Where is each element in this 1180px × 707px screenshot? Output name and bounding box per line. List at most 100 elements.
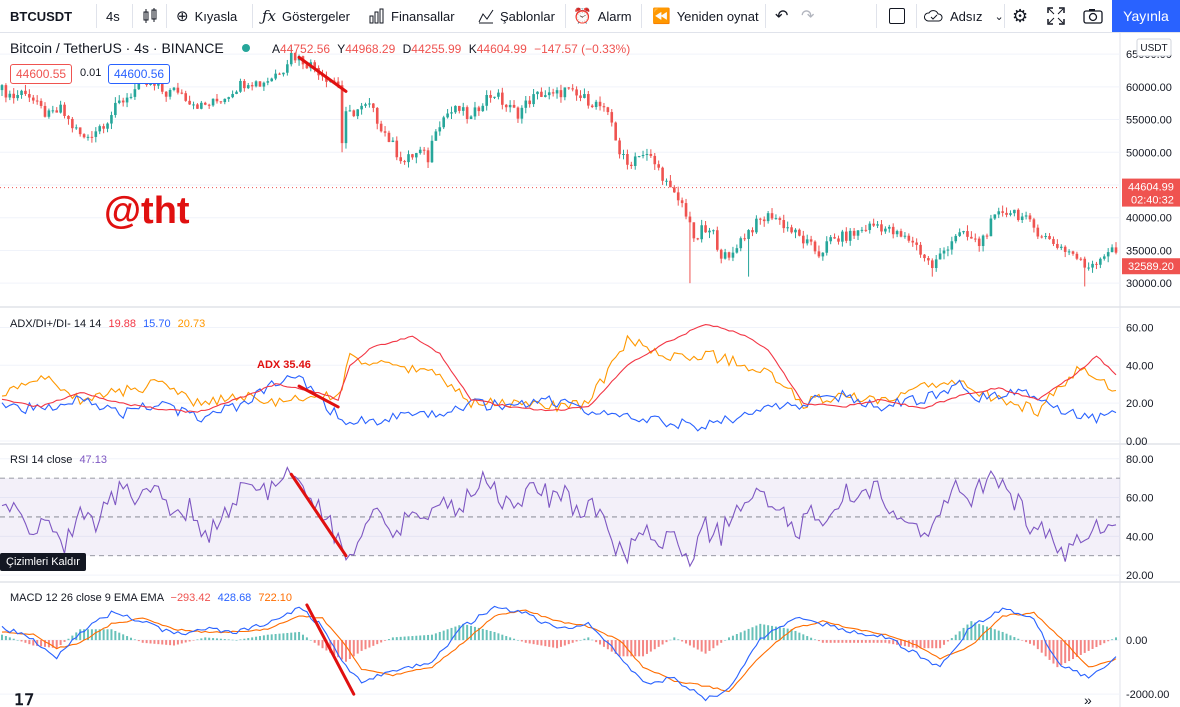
- axis-tick-label: 40.00: [1126, 531, 1154, 543]
- candle-style-button[interactable]: [142, 0, 158, 32]
- macd-histogram-bar: [567, 640, 570, 645]
- macd-histogram-bar: [559, 640, 562, 647]
- buy-price-badge[interactable]: 44600.56: [108, 64, 171, 84]
- fullscreen-layout-button[interactable]: [889, 0, 905, 32]
- candle-body: [211, 98, 215, 106]
- candle-body: [489, 95, 492, 98]
- macd-histogram-bar: [223, 639, 226, 641]
- macd-histogram-bar: [477, 627, 480, 641]
- price-axis[interactable]: 65000.0060000.0055000.0050000.0045000.00…: [1122, 49, 1180, 701]
- macd-histogram-bar: [1, 634, 3, 641]
- scroll-right-icon[interactable]: »: [1084, 692, 1092, 707]
- candle-body: [1044, 235, 1047, 237]
- candle-body: [645, 153, 649, 156]
- macd-histogram-bar: [520, 640, 523, 642]
- macd-histogram-bar: [966, 624, 969, 641]
- candle-body: [641, 155, 645, 157]
- tradingview-logo-icon[interactable]: 𝟣𝟩: [14, 692, 34, 707]
- candle-body: [723, 252, 727, 259]
- macd-histogram-bar: [1036, 640, 1039, 650]
- macd-histogram-bar: [1095, 640, 1098, 648]
- candle-body: [934, 259, 938, 269]
- alert-button[interactable]: ⏰ Alarm: [573, 0, 632, 32]
- candle-body: [598, 101, 602, 107]
- candle-body: [1020, 216, 1024, 220]
- macd-histogram-bar: [434, 633, 437, 641]
- candle-body: [766, 213, 770, 222]
- macd-histogram-bar: [458, 625, 461, 641]
- macd-histogram-bar: [544, 640, 547, 647]
- candle-body: [954, 235, 958, 242]
- candle-body: [669, 180, 672, 188]
- templates-button[interactable]: Şablonlar: [478, 0, 555, 32]
- chart-area[interactable]: 65000.0060000.0055000.0050000.0045000.00…: [0, 33, 1180, 707]
- macd-histogram-bar: [403, 636, 406, 641]
- remove-drawings-tooltip[interactable]: Çizimleri Kaldır: [0, 553, 86, 571]
- close-value: 44604.99: [477, 42, 527, 56]
- fullscreen-button[interactable]: [1047, 0, 1065, 32]
- candle-body: [563, 87, 567, 98]
- series-layer: [0, 47, 1120, 702]
- candle-body: [649, 153, 653, 156]
- currency-badge[interactable]: [1136, 38, 1172, 57]
- macd-histogram-bar: [106, 629, 109, 641]
- macd-histogram-bar: [810, 637, 813, 641]
- adx-line: [1, 324, 1117, 413]
- macd-histogram-bar: [982, 625, 985, 641]
- settings-button[interactable]: ⚙: [1012, 0, 1028, 32]
- candle-body: [497, 92, 500, 97]
- candle-body: [981, 235, 985, 247]
- price-trend-line: [297, 55, 348, 93]
- sell-price-badge[interactable]: 44600.55: [10, 64, 73, 84]
- candle-body: [876, 224, 879, 226]
- macd-histogram-bar: [962, 627, 965, 641]
- candle-body: [833, 237, 836, 239]
- annotation-layer: [289, 55, 356, 696]
- replay-button[interactable]: ⏪ Yeniden oynat: [652, 0, 759, 32]
- axis-tick-label: 60000.00: [1126, 82, 1172, 94]
- macd-histogram-bar: [731, 635, 734, 641]
- compare-button[interactable]: ⊕ Kıyasla: [176, 0, 237, 32]
- macd-histogram-bar: [470, 625, 473, 641]
- macd-histogram-bar: [122, 634, 125, 641]
- macd-histogram-bar: [747, 628, 750, 641]
- candle-body: [117, 100, 121, 103]
- redo-button[interactable]: ↷: [801, 0, 814, 32]
- interval-button[interactable]: 4s: [106, 0, 120, 32]
- publish-button[interactable]: Yayınla: [1112, 0, 1180, 32]
- axis-tick-label: 60.00: [1126, 322, 1154, 334]
- alarm-clock-icon: ⏰: [573, 8, 592, 25]
- macd-histogram-bar: [79, 629, 82, 641]
- open-value: 44752.56: [280, 42, 330, 56]
- candle-body: [223, 98, 227, 103]
- macd-histogram-bar: [204, 637, 207, 641]
- candle-body: [184, 93, 188, 101]
- currency-label: USDT: [1140, 43, 1167, 54]
- macd-histogram-bar: [114, 630, 117, 641]
- macd-histogram-bar: [442, 630, 445, 641]
- symbol-search-button[interactable]: BTCUSDT: [10, 0, 72, 32]
- macd-histogram-bar: [958, 631, 961, 641]
- snapshot-button[interactable]: [1083, 0, 1103, 32]
- macd-histogram-bar: [43, 640, 46, 647]
- financials-button[interactable]: Finansallar: [369, 0, 455, 32]
- di-plus-line: [1, 375, 1117, 432]
- candle-body: [1059, 246, 1063, 248]
- macd-histogram-bar: [771, 625, 774, 641]
- candle-body: [848, 230, 852, 241]
- undo-button[interactable]: ↶: [775, 0, 788, 32]
- low-price-label: 32589.20: [1128, 261, 1174, 273]
- macd-histogram-bar: [790, 629, 793, 641]
- indicators-button[interactable]: ƒx Göstergeler: [262, 0, 350, 32]
- candle-body: [239, 80, 242, 92]
- macd-histogram-bar: [528, 640, 531, 644]
- candle-body: [508, 104, 512, 108]
- candle-body: [852, 230, 856, 236]
- candle-body: [278, 73, 281, 75]
- candle-body: [235, 91, 238, 94]
- candle-body: [915, 242, 918, 245]
- candle-body: [637, 156, 641, 158]
- candle-body: [160, 83, 164, 92]
- candle-body: [1067, 251, 1071, 253]
- layout-name-button[interactable]: Adsız ⌄: [924, 0, 1004, 32]
